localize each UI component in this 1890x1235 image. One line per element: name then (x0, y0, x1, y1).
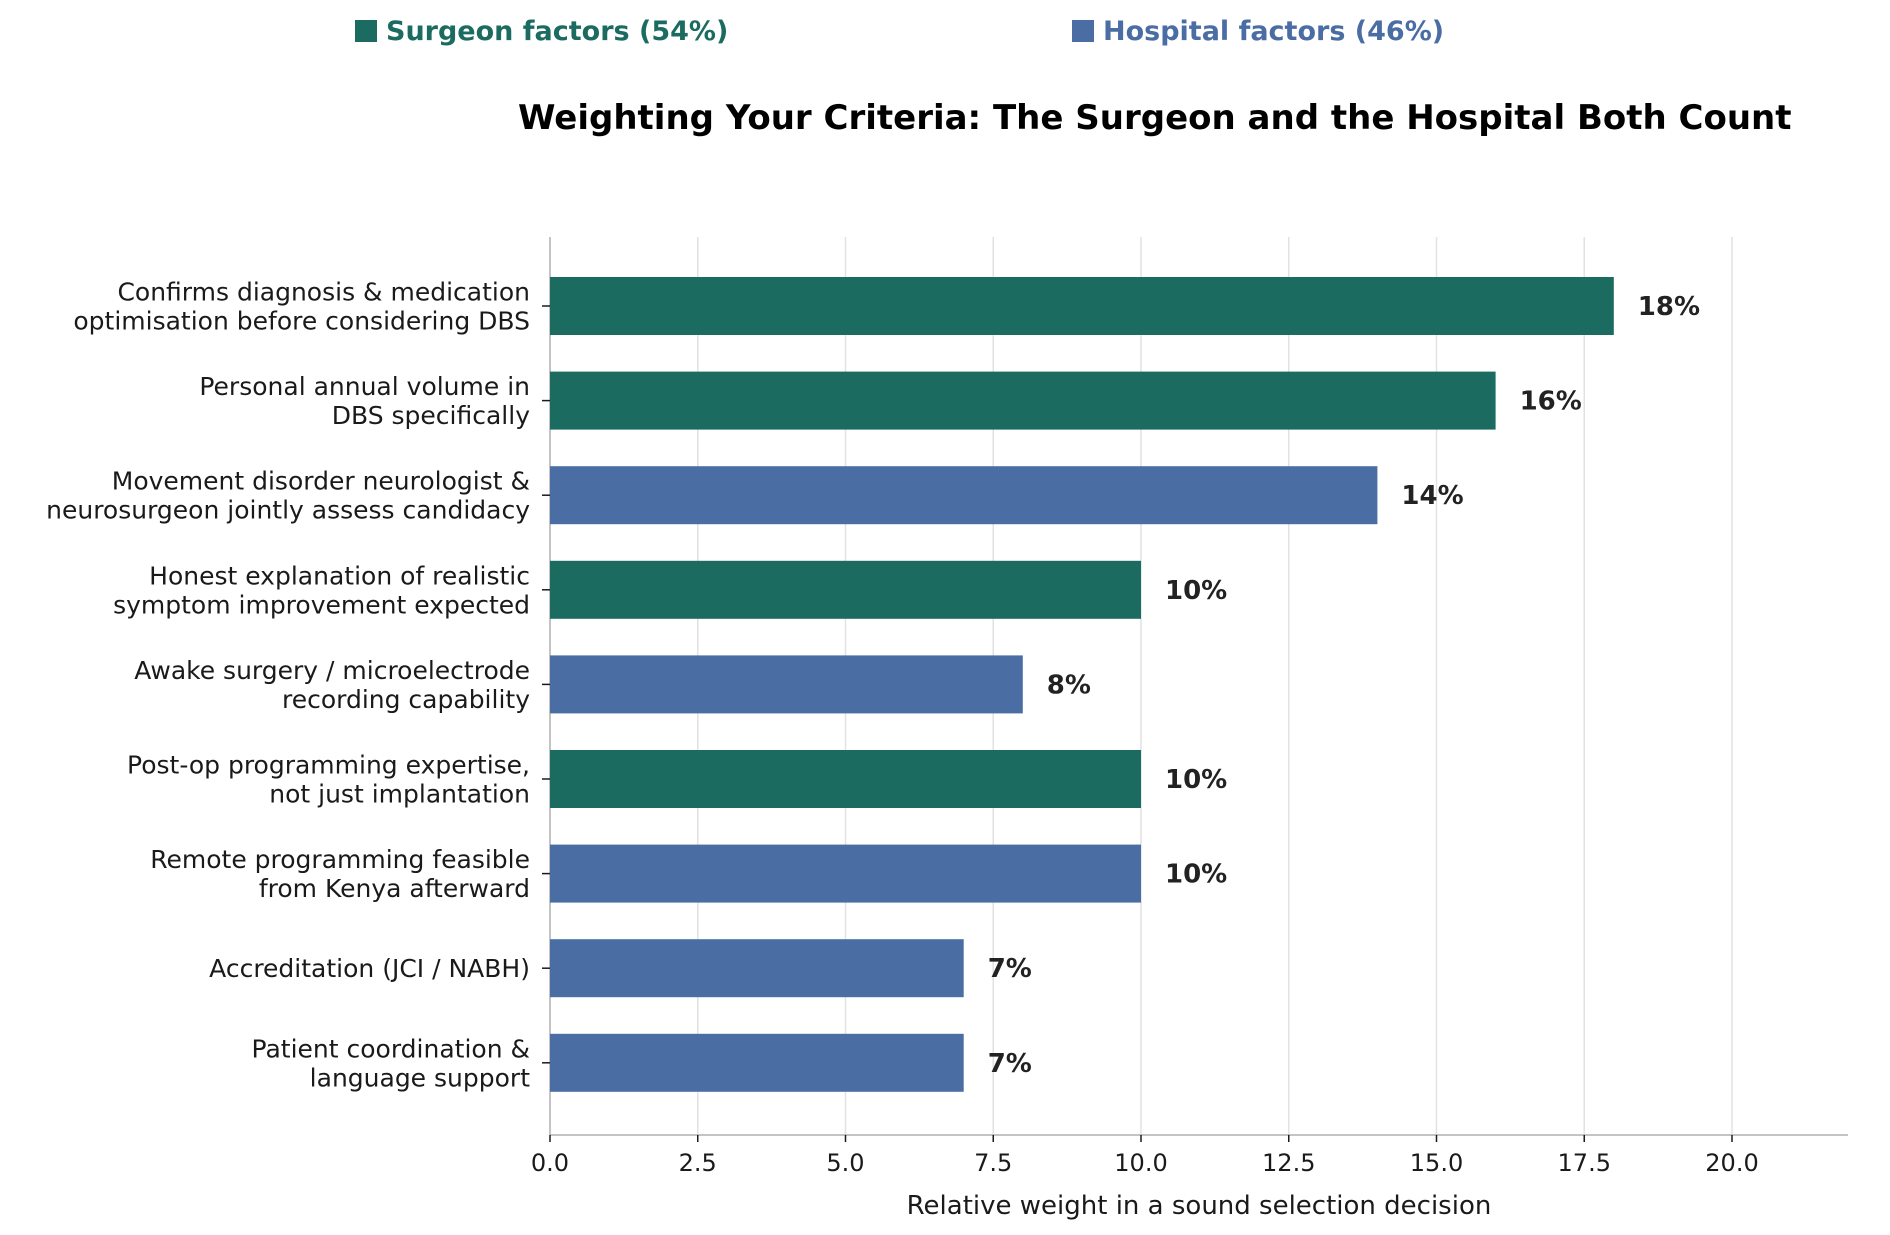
value-label: 16% (1520, 387, 1582, 417)
x-axis-label: Relative weight in a sound selection dec… (907, 1191, 1492, 1221)
bar (550, 560, 1141, 619)
category-label: optimisation before considering DBS (73, 307, 530, 336)
category-label: Awake surgery / microelectrode (134, 656, 530, 685)
value-label: 10% (1165, 576, 1227, 606)
x-tick-label: 20.0 (1705, 1149, 1758, 1177)
category-label: Confirms diagnosis & medication (117, 278, 530, 307)
category-label: Patient coordination & (252, 1034, 530, 1063)
value-label: 8% (1047, 670, 1091, 700)
bar (550, 655, 1023, 714)
category-label: Accreditation (JCI / NABH) (209, 954, 530, 983)
bar (550, 750, 1141, 808)
category-label: DBS specifically (332, 401, 530, 430)
value-label: 14% (1401, 481, 1463, 511)
value-label: 7% (988, 1049, 1032, 1079)
x-tick-label: 7.5 (974, 1149, 1012, 1177)
x-tick-label: 17.5 (1558, 1149, 1611, 1177)
bar (550, 844, 1141, 903)
category-label: Honest explanation of realistic (149, 561, 530, 590)
x-tick-label: 12.5 (1262, 1149, 1315, 1177)
bar (550, 371, 1496, 430)
legend-surgeon-label: Surgeon factors (54%) (386, 16, 729, 47)
value-label: 7% (988, 954, 1032, 984)
chart-title: Weighting Your Criteria: The Surgeon and… (518, 98, 1792, 138)
value-label: 18% (1638, 292, 1700, 322)
category-label: from Kenya afterward (259, 874, 530, 903)
x-tick-label: 5.0 (826, 1149, 864, 1177)
category-label: Remote programming feasible (150, 845, 530, 874)
value-label: 10% (1165, 765, 1227, 795)
legend-surgeon: Surgeon factors (54%) (355, 16, 728, 47)
category-label: neurosurgeon jointly assess candidacy (46, 496, 530, 525)
legend-hospital-label: Hospital factors (46%) (1103, 16, 1445, 47)
bar (550, 277, 1614, 335)
category-label: not just implantation (269, 780, 530, 809)
x-tick-label: 0.0 (531, 1149, 569, 1177)
legend-hospital-swatch (1072, 20, 1094, 42)
value-label: 10% (1165, 860, 1227, 890)
x-tick-label: 10.0 (1114, 1149, 1167, 1177)
category-label: Personal annual volume in (199, 372, 530, 401)
bar (550, 939, 964, 998)
category-label: Post-op programming expertise, (127, 751, 530, 780)
category-label: language support (310, 1063, 531, 1092)
legend-surgeon-swatch (355, 20, 377, 42)
bar (550, 466, 1378, 525)
x-tick-label: 15.0 (1410, 1149, 1463, 1177)
bar (550, 1033, 964, 1092)
category-label: symptom improvement expected (113, 590, 530, 619)
category-label: recording capability (282, 685, 530, 714)
x-tick-label: 2.5 (679, 1149, 717, 1177)
category-label: Movement disorder neurologist & (112, 467, 530, 496)
legend-hospital: Hospital factors (46%) (1072, 16, 1444, 47)
